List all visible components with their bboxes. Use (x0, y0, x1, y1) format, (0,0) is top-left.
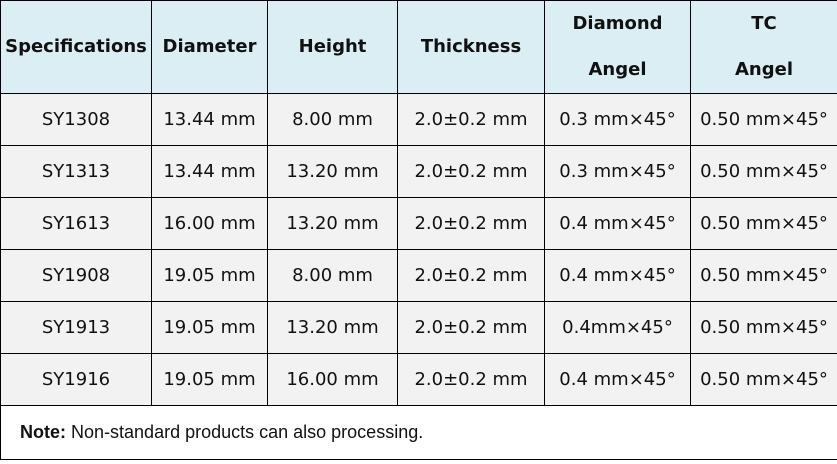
table-cell: 0.4 mm×45° (544, 249, 691, 302)
header-cell: Specifications (0, 0, 152, 94)
table-cell: SY1913 (0, 301, 152, 354)
table-cell: 8.00 mm (267, 249, 398, 302)
header-row: Specifications Diameter Height Thickness Dia… (0, 0, 837, 94)
table-cell: 16.00 mm (267, 353, 398, 406)
table-cell: 13.20 mm (267, 301, 398, 354)
table-cell: 0.50 mm×45° (690, 353, 837, 406)
table-cell: 0.50 mm×45° (690, 301, 837, 354)
table-row: SY1313 13.44 mm 13.20 mm 2.0±0.2 mm 0.3 mm×4… (0, 145, 837, 198)
table-row: SY1908 19.05 mm 8.00 mm 2.0±0.2 mm 0.4 mm×45… (0, 249, 837, 302)
table-cell: 2.0±0.2 mm (397, 249, 545, 302)
note-text: Non-standard products can also processin… (71, 422, 424, 442)
table-cell: 13.20 mm (267, 197, 398, 250)
table-row: SY1916 19.05 mm 16.00 mm 2.0±0.2 mm 0.4 mm×4… (0, 353, 837, 406)
table-body: SY1308 13.44 mm 8.00 mm 2.0±0.2 mm 0.3 mm×45… (0, 93, 837, 406)
header-text: Diamond Angel (572, 13, 663, 80)
header-cell: Thickness (397, 0, 545, 94)
table-row: SY1613 16.00 mm 13.20 mm 2.0±0.2 mm 0.4 mm×4… (0, 197, 837, 250)
table-cell: 0.3 mm×45° (544, 93, 691, 146)
table-cell: 0.50 mm×45° (690, 249, 837, 302)
table-cell: 19.05 mm (151, 249, 268, 302)
header-text: TC Angel (735, 13, 794, 80)
table-cell: 13.44 mm (151, 145, 268, 198)
table-cell: 2.0±0.2 mm (397, 301, 545, 354)
table-cell: 0.50 mm×45° (690, 197, 837, 250)
table-cell: 8.00 mm (267, 93, 398, 146)
table-cell: 19.05 mm (151, 353, 268, 406)
table-cell: SY1613 (0, 197, 152, 250)
table-cell: 2.0±0.2 mm (397, 93, 545, 146)
table-cell: 0.4 mm×45° (544, 197, 691, 250)
table-cell: 13.44 mm (151, 93, 268, 146)
table-row: SY1913 19.05 mm 13.20 mm 2.0±0.2 mm 0.4mm×45… (0, 301, 837, 354)
header-cell: TC Angel (690, 0, 837, 94)
header-cell: Diameter (151, 0, 268, 94)
table-cell: 0.50 mm×45° (690, 93, 837, 146)
header-text: Specifications (5, 36, 147, 57)
table-cell: 0.3 mm×45° (544, 145, 691, 198)
table-cell: 0.4 mm×45° (544, 353, 691, 406)
table-cell: 0.4mm×45° (544, 301, 691, 354)
table-cell: SY1908 (0, 249, 152, 302)
note: Note: Non-standard products can also pro… (0, 405, 837, 460)
table-cell: SY1313 (0, 145, 152, 198)
header-cell: Height (267, 0, 398, 94)
table-cell: 2.0±0.2 mm (397, 197, 545, 250)
table-cell: 16.00 mm (151, 197, 268, 250)
table-row: SY1308 13.44 mm 8.00 mm 2.0±0.2 mm 0.3 mm×45… (0, 93, 837, 146)
note-row: Note: Non-standard products can also pro… (0, 405, 837, 460)
table-cell: 2.0±0.2 mm (397, 353, 545, 406)
header-text: Thickness (420, 36, 522, 57)
table-cell: 19.05 mm (151, 301, 268, 354)
table-cell: 13.20 mm (267, 145, 398, 198)
header-text: Height (298, 36, 367, 57)
table-cell: SY1916 (0, 353, 152, 406)
header-cell: Diamond Angel (544, 0, 691, 94)
table-cell: SY1308 (0, 93, 152, 146)
table-cell: 2.0±0.2 mm (397, 145, 545, 198)
table-cell: 0.50 mm×45° (690, 145, 837, 198)
note-label: Note: (20, 422, 66, 442)
header-text: Diameter (162, 36, 257, 57)
